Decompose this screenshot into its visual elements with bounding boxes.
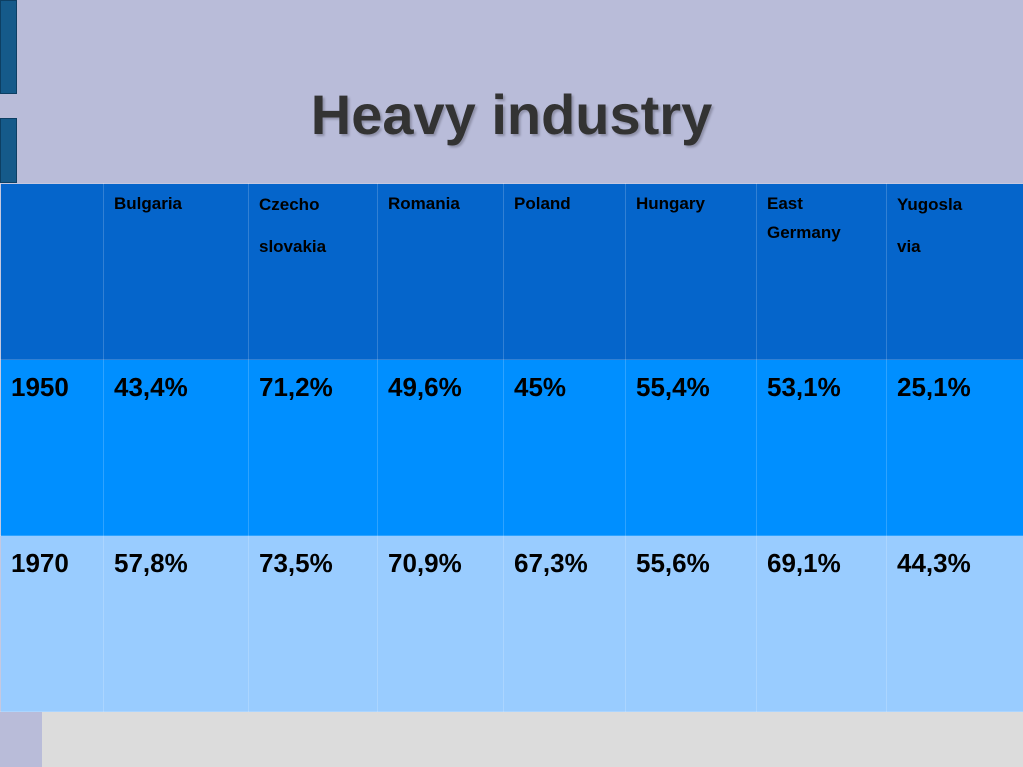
table-row: Bulgaria Czecho slovakia Romania Poland Hung… (0, 183, 1023, 360)
table-cell: 1970 (0, 535, 104, 712)
table-cell: 73,5% (248, 535, 378, 712)
table-cell: 45% (503, 359, 626, 536)
decor-bar (0, 0, 17, 94)
table-cell: East Germany (756, 183, 887, 360)
table-cell: 55,4% (625, 359, 757, 536)
table-row: 1970 57,8% 73,5% 70,9% 67,3% 55,6% 69,1% 44,3% (0, 535, 1023, 712)
decor-bar (0, 118, 17, 183)
table-cell: Romania (377, 183, 504, 360)
table-cell: Czecho slovakia (248, 183, 378, 360)
footer-block (0, 712, 42, 767)
table-cell: Bulgaria (103, 183, 249, 360)
table-cell: Poland (503, 183, 626, 360)
table-cell: 67,3% (503, 535, 626, 712)
data-table: Bulgaria Czecho slovakia Romania Poland Hung… (0, 183, 1023, 712)
table-cell: 43,4% (103, 359, 249, 536)
slide-title: Heavy industry (310, 83, 713, 146)
table-cell: 69,1% (756, 535, 887, 712)
table-cell: 71,2% (248, 359, 378, 536)
table-cell: Yugosla via (886, 183, 1023, 360)
table-cell: 55,6% (625, 535, 757, 712)
table-cell: 57,8% (103, 535, 249, 712)
table-cell: 1950 (0, 359, 104, 536)
empty-cell (0, 183, 104, 360)
table-cell: 44,3% (886, 535, 1023, 712)
table-cell: 53,1% (756, 359, 887, 536)
table-row: 1950 43,4% 71,2% 49,6% 45% 55,4% 53,1% 25,1% (0, 359, 1023, 536)
table-cell: 25,1% (886, 359, 1023, 536)
table-cell: 70,9% (377, 535, 504, 712)
table-cell: Hungary (625, 183, 757, 360)
footer-strip (0, 712, 1023, 767)
table-cell: 49,6% (377, 359, 504, 536)
